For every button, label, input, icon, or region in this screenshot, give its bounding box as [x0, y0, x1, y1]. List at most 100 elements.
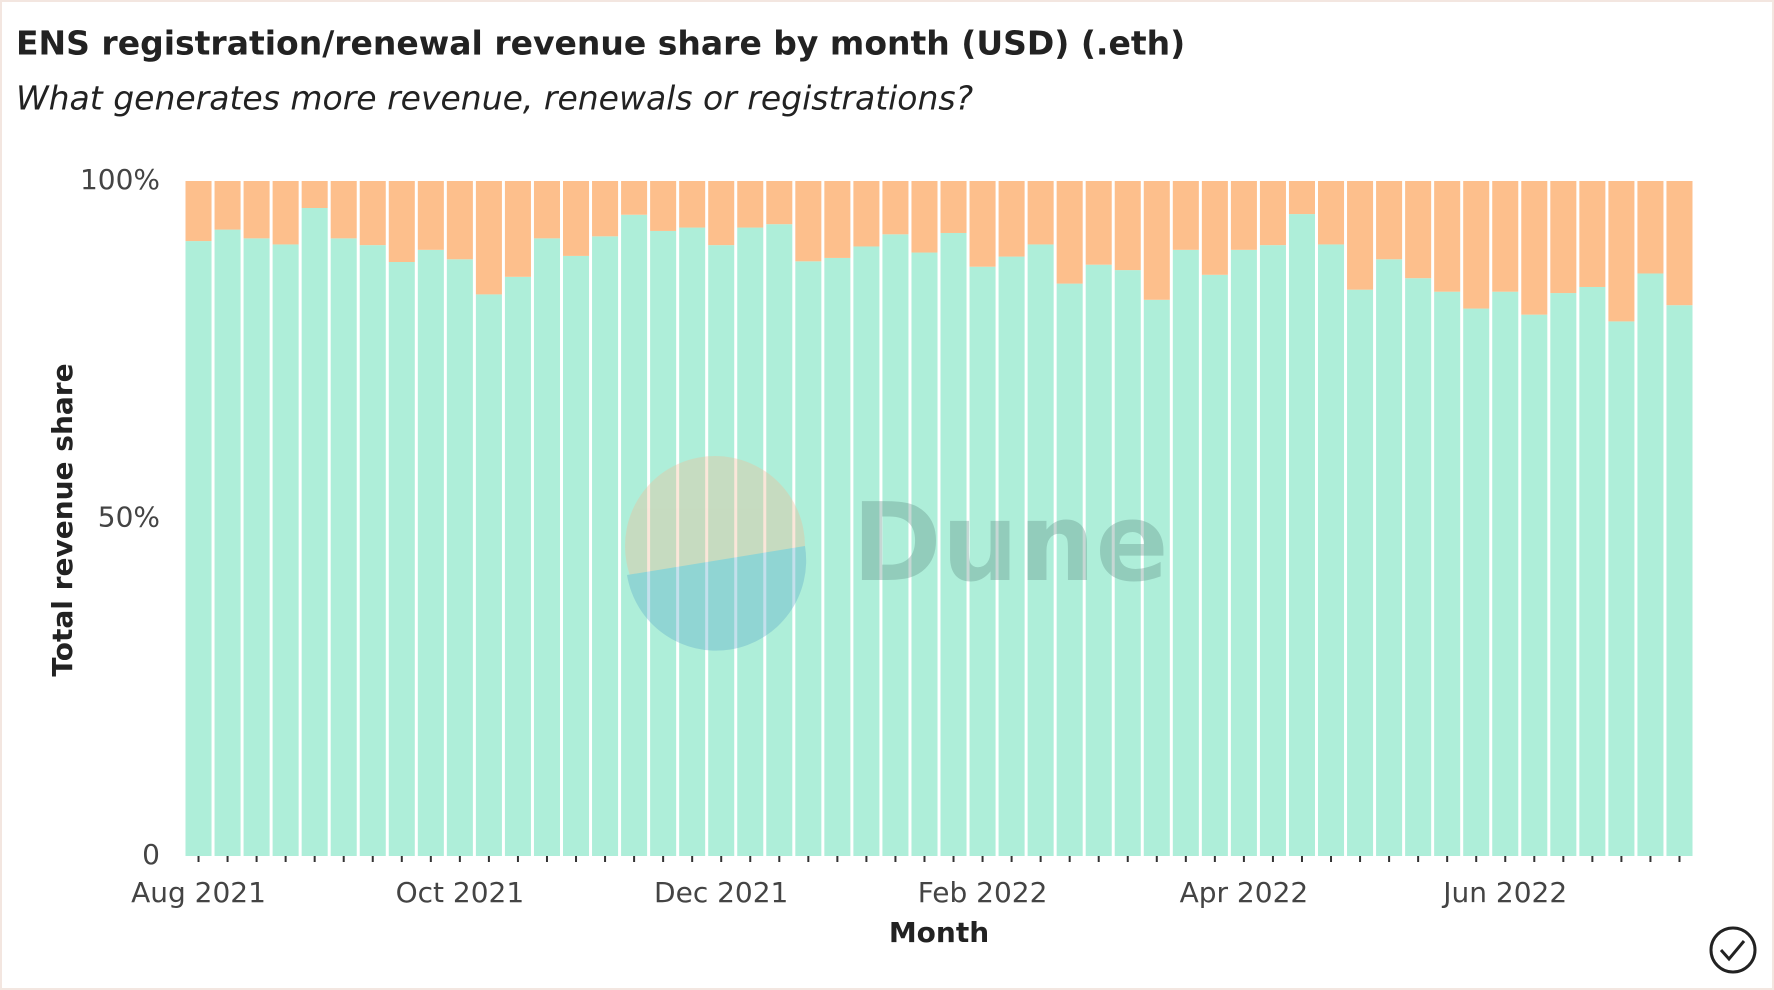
- bar-segment: [1347, 181, 1374, 290]
- bar-segment: [243, 238, 270, 856]
- y-tick-label: 50%: [98, 501, 160, 534]
- bar-segment: [243, 181, 270, 239]
- x-tick-label: Feb 2022: [918, 876, 1048, 909]
- bar-segment: [1201, 181, 1228, 275]
- watermark-logo: [625, 456, 805, 636]
- chart-subtitle: What generates more revenue, renewals or…: [16, 79, 973, 118]
- x-tick-label: Aug 2021: [131, 876, 266, 909]
- bar-segment: [882, 181, 909, 235]
- bar-segment: [969, 266, 996, 857]
- bar-segment: [940, 181, 967, 233]
- bar-segment: [1143, 299, 1170, 856]
- bar-segment: [1492, 291, 1519, 856]
- bar-segment: [1085, 181, 1112, 265]
- bar-segment: [1288, 214, 1315, 856]
- bar-segment: [388, 262, 415, 856]
- bar-segment: [679, 181, 706, 228]
- bar-segment: [1027, 181, 1054, 245]
- bar-segment: [621, 214, 648, 856]
- bar-segment: [1521, 314, 1548, 856]
- bar-segment: [650, 181, 677, 231]
- bar-segment: [446, 181, 473, 260]
- bar-segment: [1579, 181, 1606, 287]
- bar-segment: [737, 227, 764, 856]
- bar-segment: [998, 256, 1025, 857]
- bar-segment: [1230, 181, 1257, 250]
- bar-segment: [708, 181, 735, 246]
- bar-segment: [1201, 274, 1228, 856]
- bar-segment: [533, 238, 560, 856]
- bar-segment: [824, 257, 851, 856]
- bar-segment: [1259, 245, 1286, 856]
- bar-segment: [1550, 293, 1577, 856]
- x-tick-label: Apr 2022: [1180, 876, 1309, 909]
- bar-segment: [1579, 286, 1606, 857]
- bar-segment: [475, 181, 502, 295]
- bar-segment: [272, 181, 299, 245]
- bar-segment: [272, 244, 299, 856]
- bar-segment: [882, 234, 909, 856]
- bar-segment: [359, 245, 386, 856]
- bar-segment: [679, 227, 706, 856]
- bar-segment: [1143, 181, 1170, 300]
- bar-segment: [1288, 181, 1315, 215]
- bar-segment: [853, 246, 880, 857]
- bar-segment: [650, 230, 677, 856]
- bar-segment: [940, 232, 967, 857]
- bar-segment: [1172, 181, 1199, 250]
- bar-segment: [911, 252, 938, 857]
- bar-segment: [1608, 321, 1635, 856]
- bar-segment: [417, 181, 444, 250]
- bar-segment: [504, 276, 531, 857]
- bar-segment: [737, 181, 764, 228]
- bar-segment: [1405, 278, 1432, 856]
- bar-segment: [795, 181, 822, 262]
- bar-segment: [853, 181, 880, 247]
- bar-segment: [1347, 289, 1374, 856]
- bar-segment: [214, 181, 241, 230]
- bar-segment: [1521, 181, 1548, 315]
- bar-segment: [1114, 270, 1141, 857]
- bar-segment: [1434, 181, 1461, 292]
- x-tick-label: Oct 2021: [396, 876, 525, 909]
- chart-title: ENS registration/renewal revenue share b…: [16, 24, 1185, 63]
- check-icon[interactable]: [1709, 926, 1757, 974]
- bar-segment: [1056, 181, 1083, 284]
- y-axis-title: Total revenue share: [46, 363, 79, 676]
- bar-segment: [1085, 264, 1112, 856]
- bar-segment: [1666, 181, 1693, 306]
- bar-segment: [446, 259, 473, 856]
- bar-segment: [1318, 181, 1345, 245]
- bar-segment: [621, 181, 648, 215]
- bar-segment: [330, 238, 357, 856]
- bar-segment: [563, 181, 590, 256]
- bar-segment: [1027, 244, 1054, 856]
- bar-segment: [1230, 249, 1257, 857]
- bar-segment: [998, 181, 1025, 257]
- bar-segment: [1550, 181, 1577, 294]
- bar-segment: [969, 181, 996, 267]
- y-tick-label: 100%: [80, 163, 160, 196]
- bar-segment: [563, 255, 590, 857]
- bar-segment: [824, 181, 851, 258]
- watermark: Dune: [625, 456, 1169, 651]
- bar-segment: [1637, 181, 1664, 274]
- bar-segment: [1666, 305, 1693, 856]
- bar-segment: [417, 249, 444, 857]
- bar-segment: [185, 241, 212, 856]
- bar-segment: [1463, 308, 1490, 856]
- bar-segment: [592, 181, 619, 237]
- bar-segment: [795, 261, 822, 856]
- bar-segment: [1376, 181, 1403, 260]
- bar-segment: [708, 245, 735, 856]
- bar-segment: [1637, 273, 1664, 857]
- watermark-text: Dune: [852, 481, 1169, 606]
- bar-segment: [359, 181, 386, 246]
- bar-segment: [1318, 244, 1345, 856]
- bar-segment: [214, 229, 241, 857]
- watermark-logo-slice: [627, 546, 807, 651]
- bar-segment: [1608, 181, 1635, 322]
- x-tick-label: Jun 2022: [1441, 876, 1567, 909]
